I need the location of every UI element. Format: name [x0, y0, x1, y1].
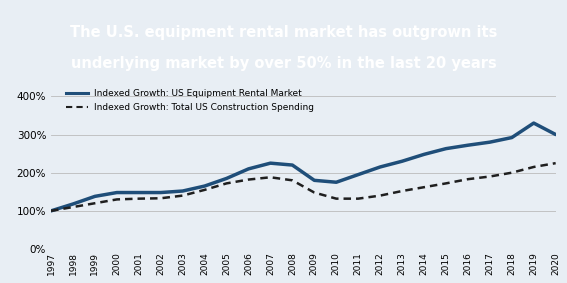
Text: underlying market by over 50% in the last 20 years: underlying market by over 50% in the las…	[71, 56, 496, 71]
Text: The U.S. equipment rental market has outgrown its: The U.S. equipment rental market has out…	[70, 25, 497, 40]
Legend: Indexed Growth: US Equipment Rental Market, Indexed Growth: Total US Constructio: Indexed Growth: US Equipment Rental Mark…	[66, 89, 314, 112]
